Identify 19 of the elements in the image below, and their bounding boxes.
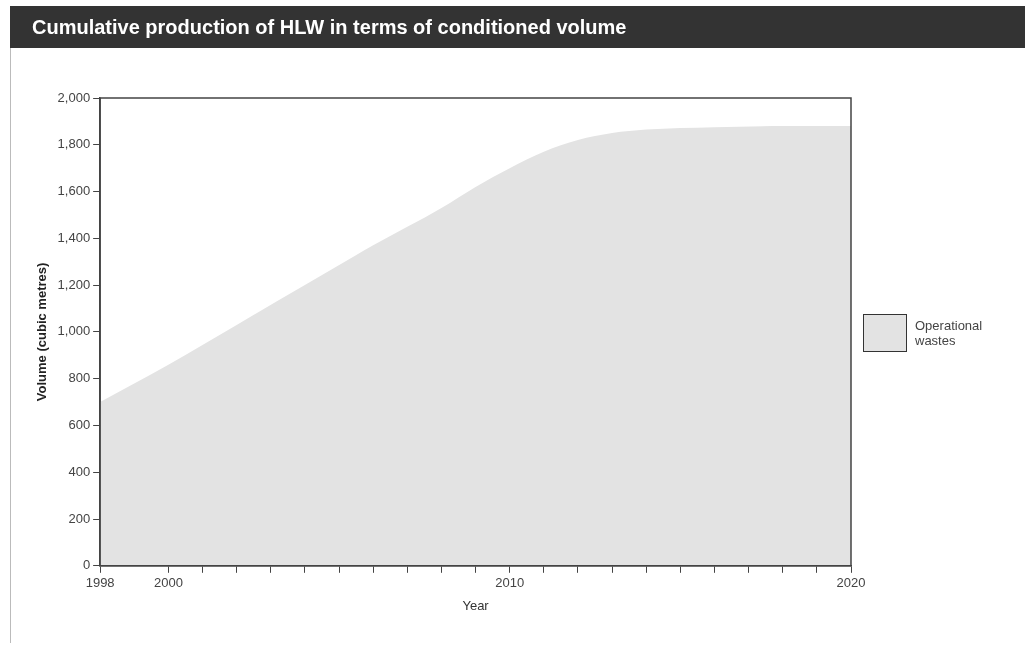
y-tick-label: 1,200 [57,276,91,292]
y-tick-label: 1,400 [57,229,91,245]
y-tick-label: 200 [68,510,91,526]
y-tick-label: 2,000 [57,89,91,105]
y-axis-title: Volume (cubic metres) [34,262,50,402]
y-tick-label: 600 [68,417,91,433]
y-tick-label: 400 [68,463,91,479]
text: Operational wastes [915,317,984,348]
x-tick-label: 2000 [153,575,183,591]
y-tick-label: 0 [82,557,91,573]
y-tick-label: 800 [68,370,91,386]
x-tick-label: 2020 [836,575,866,591]
x-axis-title: Year [462,597,490,613]
x-tick-label: 2010 [495,575,525,591]
chart-title: Cumulative production of HLW in terms of conditioned volume [10,6,1025,48]
x-tick-label: 1998 [85,575,115,591]
y-tick-label: 1,000 [57,323,91,339]
y-tick-label: 1,600 [57,183,91,199]
y-tick-label: 1,800 [57,136,91,152]
